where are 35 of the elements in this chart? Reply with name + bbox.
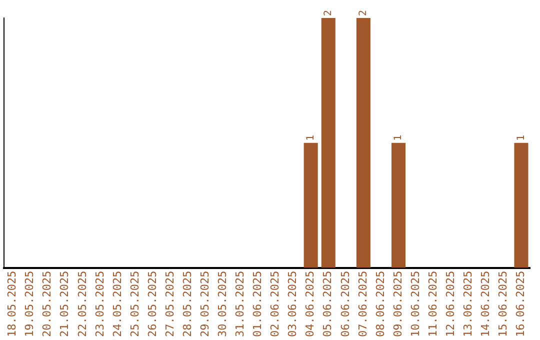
x-tick-label: 07.06.2025 [356,270,370,338]
x-tick-label: 10.06.2025 [408,270,422,338]
x-tick-label: 27.05.2025 [163,270,176,338]
x-tick-label: 04.06.2025 [304,270,317,338]
x-tick-label: 05.06.2025 [321,270,334,338]
x-tick-label: 24.05.2025 [110,270,124,338]
x-tick-label: 15.06.2025 [496,270,510,338]
x-tick-label: 01.06.2025 [251,270,264,338]
data-label: 1 [516,134,527,141]
x-tick-label: 20.05.2025 [40,270,54,338]
x-tick-label: 28.05.2025 [180,270,194,338]
x-tick-label: 30.05.2025 [216,270,230,338]
x-tick-label: 14.06.2025 [479,270,492,338]
x-tick-label: 23.05.2025 [93,270,106,338]
x-tick-label: 06.06.2025 [338,270,352,338]
x-tick-label: 26.05.2025 [146,270,159,338]
x-tick-label: 19.05.2025 [23,270,36,338]
x-tick-label: 09.06.2025 [391,270,404,338]
x-tick-label: 31.05.2025 [234,270,247,338]
x-tick-label: 11.06.2025 [426,270,440,338]
x-tick-label: 21.05.2025 [58,270,72,338]
data-label: 2 [322,10,334,16]
x-tick-label: 25.05.2025 [128,270,142,338]
x-tick-label: 29.05.2025 [198,270,212,338]
x-tick-label: 22.05.2025 [76,270,89,338]
x-tick-label: 08.06.2025 [374,270,387,338]
x-tick-label: 02.06.2025 [268,270,282,338]
data-label: 2 [358,10,370,16]
x-tick-label: 03.06.2025 [286,270,300,338]
x-tick-label: 18.05.2025 [6,270,19,338]
x-tick-label: 12.06.2025 [444,270,457,338]
data-label: 1 [305,134,316,141]
x-tick-label: 13.06.2025 [461,270,474,338]
x-tick-label: 16.06.2025 [514,270,528,338]
data-label: 1 [393,134,404,141]
